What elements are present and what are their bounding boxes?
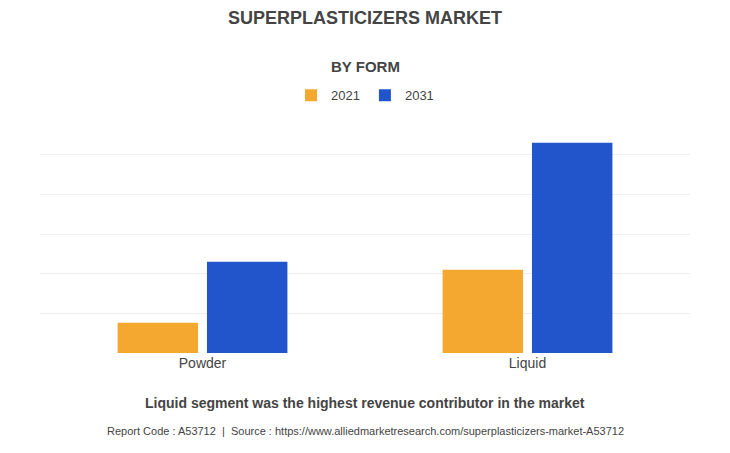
svg-text:2031: 2031 xyxy=(405,88,434,103)
svg-text:BY FORM: BY FORM xyxy=(331,58,400,75)
svg-text:SUPERPLASTICIZERS MARKET: SUPERPLASTICIZERS MARKET xyxy=(228,8,502,28)
svg-text:Report Code : A53712 | Sourc: Report Code : A53712 | Source : https://… xyxy=(107,425,624,437)
svg-text:Liquid: Liquid xyxy=(509,355,546,371)
svg-text:Powder: Powder xyxy=(179,355,227,371)
svg-text:2021: 2021 xyxy=(331,88,360,103)
svg-text:Liquid segment was the highest: Liquid segment was the highest revenue c… xyxy=(145,395,585,411)
